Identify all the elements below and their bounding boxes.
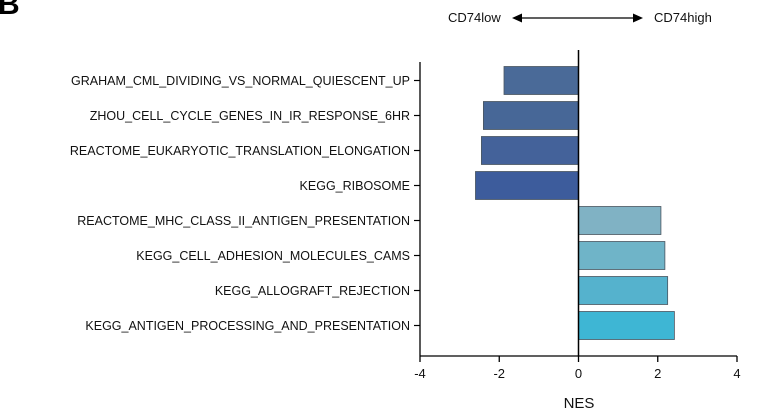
category-label-7: KEGG_ALLOGRAFT_REJECTION (215, 284, 410, 298)
x-axis-title: NES (564, 395, 595, 412)
direction-right-label: CD74high (654, 10, 712, 25)
category-label-8: KEGG_ANTIGEN_PROCESSING_AND_PRESENTATION (85, 319, 410, 333)
x-tick-label-3: 0 (575, 366, 582, 381)
bar-3 (481, 136, 579, 165)
x-tick-labels: -4 -2 0 2 4 (414, 366, 740, 381)
axes-group (414, 50, 738, 362)
direction-arrow-left-head (512, 13, 522, 23)
bar-2 (482, 101, 579, 130)
category-label-1: GRAHAM_CML_DIVIDING_VS_NORMAL_QUIESCENT_… (71, 74, 410, 88)
panel-letter: B (0, 0, 20, 21)
direction-arrow-right-head (633, 13, 643, 23)
bar-1 (503, 66, 579, 95)
category-label-2: ZHOU_CELL_CYCLE_GENES_IN_IR_RESPONSE_6HR (90, 109, 410, 123)
category-label-4: KEGG_RIBOSOME (300, 179, 410, 193)
x-tick-label-4: 2 (654, 366, 661, 381)
category-label-3: REACTOME_EUKARYOTIC_TRANSLATION_ELONGATI… (70, 144, 410, 158)
category-labels: GRAHAM_CML_DIVIDING_VS_NORMAL_QUIESCENT_… (70, 74, 410, 333)
x-tick-label-2: -2 (493, 366, 505, 381)
bar-8 (578, 311, 675, 340)
x-tick-label-1: -4 (414, 366, 426, 381)
direction-left-label: CD74low (448, 10, 501, 25)
category-label-6: KEGG_CELL_ADHESION_MOLECULES_CAMS (136, 249, 410, 263)
x-tick-label-5: 4 (733, 366, 740, 381)
bar-7 (578, 276, 669, 305)
bar-5 (578, 206, 662, 235)
bar-group (475, 66, 675, 340)
bar-6 (578, 241, 666, 270)
category-label-5: REACTOME_MHC_CLASS_II_ANTIGEN_PRESENTATI… (77, 214, 410, 228)
bar-4 (475, 171, 579, 200)
